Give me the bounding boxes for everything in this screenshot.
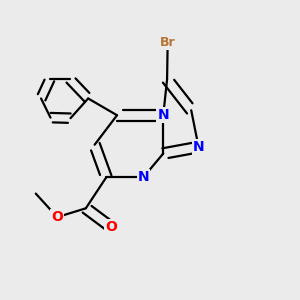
Text: N: N (193, 140, 204, 154)
Text: O: O (105, 220, 117, 234)
Text: N: N (158, 108, 169, 122)
Text: N: N (138, 170, 149, 184)
Text: O: O (51, 210, 63, 224)
Text: Br: Br (160, 36, 176, 49)
